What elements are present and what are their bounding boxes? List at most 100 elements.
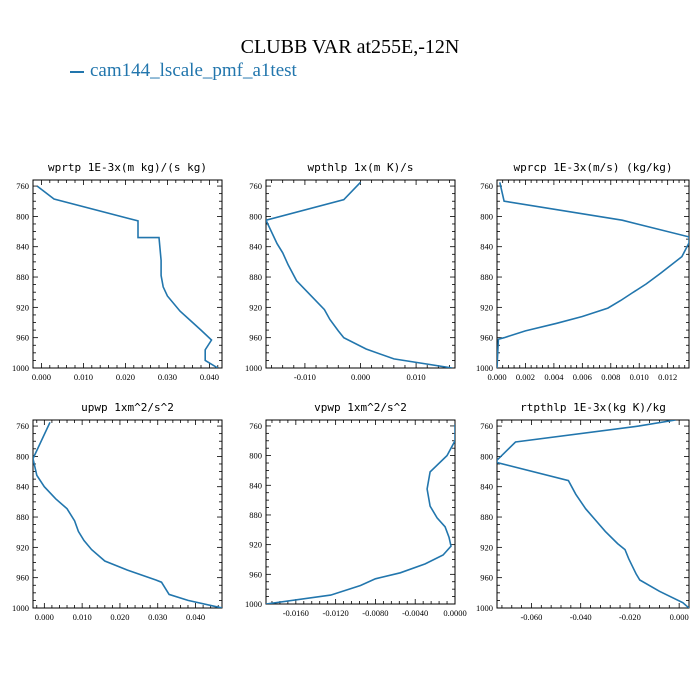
y-tick-label: 800: [249, 451, 262, 461]
legend-line-swatch: [70, 70, 84, 73]
y-tick-label: 960: [16, 333, 29, 343]
x-tick-label: 0.004: [544, 372, 564, 382]
plot-frame: [265, 179, 456, 369]
plot-frame: [32, 419, 223, 609]
plot-frame: [32, 179, 223, 369]
x-tick-label: 0.010: [74, 372, 93, 382]
y-tick-label: 840: [249, 480, 262, 490]
series-line: [266, 181, 453, 368]
panel-5: vpwp 1xm^2/s^2 760 800 840 880 920 960 1000 -0.0…: [245, 401, 467, 618]
panel-title: wprcp 1E-3x(m/s) (kg/kg): [514, 161, 673, 174]
y-tick-label: 840: [249, 242, 262, 252]
y-tick-label: 920: [480, 302, 493, 312]
x-tick-label: 0.008: [601, 372, 620, 382]
x-tick-label: 0.002: [516, 372, 535, 382]
y-tick-label: 920: [16, 302, 29, 312]
y-tick-label: 880: [16, 512, 29, 522]
x-tick-label: -0.0160: [283, 608, 309, 618]
x-tick-label: -0.0080: [362, 608, 388, 618]
y-tick-label: 1000: [476, 603, 493, 613]
figure-title: CLUBB VAR at255E,-12N: [240, 36, 460, 58]
x-tick-label: 0.006: [573, 372, 592, 382]
x-tick-label: -0.060: [520, 612, 542, 622]
y-tick-label: 1000: [245, 599, 262, 609]
plot-frame: [265, 419, 456, 605]
y-tick-label: 800: [16, 211, 29, 221]
y-tick-label: 800: [480, 451, 493, 461]
y-tick-label: 800: [16, 451, 29, 461]
y-tick-label: 760: [480, 421, 493, 431]
y-tick-label: 840: [16, 242, 29, 252]
x-tick-label: -0.020: [619, 612, 641, 622]
x-tick-label: 0.040: [186, 612, 205, 622]
panel-title: vpwp 1xm^2/s^2: [314, 401, 407, 414]
plot-frame: [496, 179, 690, 369]
y-tick-label: 1000: [12, 603, 29, 613]
legend-label: cam144_lscale_pmf_a1test: [90, 60, 297, 81]
x-tick-label: 0.000: [487, 372, 506, 382]
y-tick-label: 760: [249, 421, 262, 431]
x-tick-label: -0.040: [570, 612, 592, 622]
y-tick-label: 960: [249, 569, 262, 579]
panel-2: wpthlp 1x(m K)/s 760 800 840 880 920 960 1000 -0…: [245, 161, 456, 382]
panel-6: rtpthlp 1E-3x(kg K)/kg 760 800 840 880 920 960…: [476, 401, 690, 622]
y-tick-label: 920: [249, 540, 262, 550]
x-tick-label: 0.010: [630, 372, 649, 382]
series-line: [497, 420, 689, 608]
y-tick-label: 960: [16, 573, 29, 583]
plot-frame: [496, 419, 690, 609]
y-tick-label: 760: [16, 421, 29, 431]
y-tick-label: 880: [480, 512, 493, 522]
y-tick-label: 1000: [12, 363, 29, 373]
x-tick-label: 0.010: [407, 372, 426, 382]
series-line: [36, 185, 219, 368]
y-tick-label: 840: [480, 242, 493, 252]
y-tick-label: 960: [249, 333, 262, 343]
x-tick-label: 0.000: [32, 372, 51, 382]
panel-title: wpthlp 1x(m K)/s: [308, 161, 414, 174]
y-tick-label: 920: [249, 302, 262, 312]
x-tick-label: 0.040: [200, 372, 219, 382]
panel-title: upwp 1xm^2/s^2: [81, 401, 174, 414]
y-tick-label: 800: [249, 211, 262, 221]
y-tick-label: 840: [480, 482, 493, 492]
y-tick-label: 920: [480, 542, 493, 552]
x-tick-label: 0.012: [658, 372, 677, 382]
x-tick-label: 0.020: [110, 612, 129, 622]
y-tick-label: 1000: [476, 363, 493, 373]
x-tick-label: 0.030: [148, 612, 167, 622]
panel-title: wprtp 1E-3x(m kg)/(s kg): [48, 161, 207, 174]
y-tick-label: 800: [480, 211, 493, 221]
y-tick-label: 880: [249, 272, 262, 282]
y-tick-label: 880: [249, 510, 262, 520]
panel-1: wprtp 1E-3x(m kg)/(s kg) 760 800 840 880 920 9…: [12, 161, 223, 382]
y-tick-label: 760: [249, 181, 262, 191]
x-tick-label: -0.0120: [323, 608, 349, 618]
y-tick-label: 960: [480, 333, 493, 343]
x-tick-label: 0.010: [73, 612, 92, 622]
series-line: [497, 182, 689, 368]
y-tick-label: 920: [16, 542, 29, 552]
y-tick-label: 1000: [245, 363, 262, 373]
panel-3: wprcp 1E-3x(m/s) (kg/kg) 760 800 840 880 920 9…: [476, 161, 690, 382]
y-tick-label: 880: [480, 272, 493, 282]
x-tick-label: -0.0040: [402, 608, 428, 618]
legend: cam144_lscale_pmf_a1test: [70, 60, 297, 82]
series-line: [266, 424, 455, 604]
y-tick-label: 960: [480, 573, 493, 583]
y-tick-label: 760: [480, 181, 493, 191]
x-tick-label: -0.010: [294, 372, 316, 382]
x-tick-label: 0.000: [670, 612, 689, 622]
series-line: [33, 421, 222, 608]
y-tick-label: 880: [16, 272, 29, 282]
panel-title: rtpthlp 1E-3x(kg K)/kg: [520, 401, 666, 414]
x-tick-label: 0.0000: [443, 608, 466, 618]
panel-4: upwp 1xm^2/s^2 760 800 840 880 920 960 1000 0.00…: [12, 401, 223, 622]
x-tick-label: 0.020: [116, 372, 135, 382]
x-tick-label: 0.000: [351, 372, 370, 382]
x-tick-label: 0.030: [158, 372, 177, 382]
y-tick-label: 840: [16, 482, 29, 492]
x-tick-label: 0.000: [35, 612, 54, 622]
y-tick-label: 760: [16, 181, 29, 191]
